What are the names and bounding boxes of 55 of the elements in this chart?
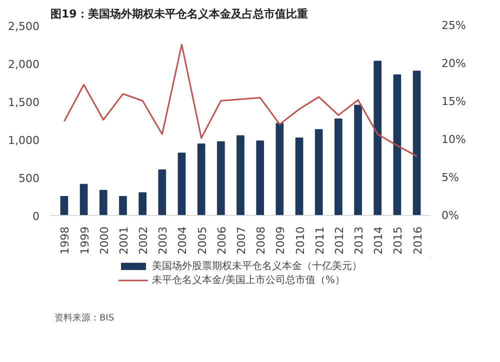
bar [60, 196, 68, 216]
chart-title: 图19：美国场外期权未平仓名义本金及占总市值比重 [50, 8, 308, 20]
y2-tick-label: 25% [442, 19, 466, 32]
x-tick-label: 2001 [117, 226, 130, 254]
bar [197, 144, 206, 216]
y-tick-label: 1,500 [8, 96, 40, 109]
x-tick-label: 1999 [78, 226, 92, 254]
bar [354, 104, 362, 216]
x-tick-label: 2000 [98, 226, 111, 254]
y-tick-label: 2,500 [8, 20, 40, 33]
bar [334, 118, 342, 216]
y-tick-label: 1,000 [8, 134, 40, 147]
y2-tick-label: 20% [442, 57, 466, 70]
bar [374, 60, 382, 216]
bar [99, 190, 108, 216]
x-tick-label: 2007 [235, 226, 248, 254]
text: 资料来源：BIS [54, 312, 114, 324]
x-tick-label: 2016 [411, 226, 424, 254]
x-tick-label: 2011 [313, 226, 326, 254]
x-tick-label: 2010 [294, 226, 307, 254]
x-tick-label: 2009 [274, 226, 288, 254]
y-tick-label: 2,000 [8, 58, 40, 71]
legend-label: 美国场外股票期权未平仓名义本金（十亿美元） [152, 260, 362, 273]
bar [178, 152, 186, 216]
legend-label: 未平仓名义本金/美国上市公司总市值（%） [152, 274, 345, 287]
y2-tick-label: 15% [442, 95, 466, 108]
x-tick-label: 2014 [372, 226, 386, 254]
bar [256, 140, 264, 216]
y2-tick-label: 10% [442, 133, 466, 146]
x-tick-label: 2002 [137, 226, 150, 254]
y2-tick-label: 5% [442, 171, 459, 184]
bar [216, 141, 225, 216]
x-tick-label: 2012 [332, 226, 346, 254]
bar [412, 70, 421, 216]
bar [138, 192, 146, 216]
bar [80, 184, 88, 216]
bar [236, 135, 244, 216]
x-tick-label: 2004 [176, 226, 190, 254]
bar [158, 169, 166, 216]
y2-tick-label: 0% [442, 209, 459, 222]
bar [119, 196, 127, 216]
x-tick-label: 2015 [392, 226, 405, 254]
bar [295, 137, 304, 216]
line-series [63, 44, 418, 157]
y-tick-label: 0 [32, 210, 40, 223]
bar [276, 123, 284, 216]
x-tick-label: 1998 [58, 226, 72, 254]
x-tick-label: 2008 [254, 226, 268, 254]
x-tick-label: 2006 [215, 226, 228, 254]
x-tick-label: 2013 [352, 226, 366, 254]
bar [314, 129, 323, 216]
y-tick-label: 500 [18, 172, 40, 185]
x-tick-label: 2005 [196, 226, 209, 254]
bar [393, 74, 402, 216]
x-tick-label: 2003 [156, 226, 170, 254]
